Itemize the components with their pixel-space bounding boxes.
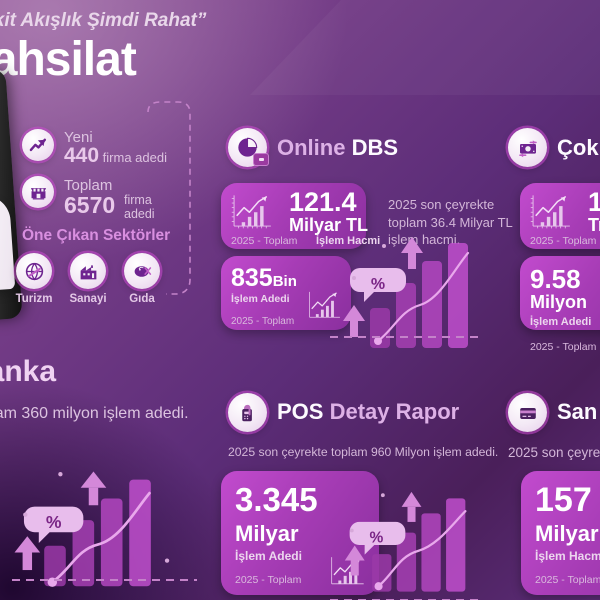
- svg-text:%: %: [46, 512, 62, 532]
- svg-text:%: %: [370, 529, 384, 546]
- svg-text:%: %: [371, 276, 385, 293]
